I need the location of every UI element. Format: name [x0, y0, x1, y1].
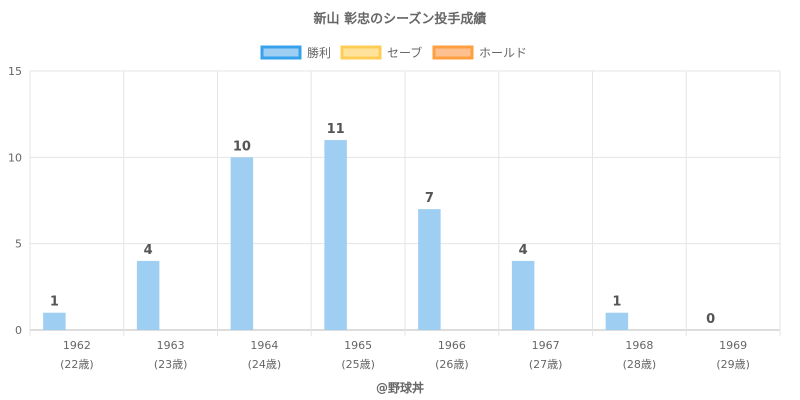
chart-title: 新山 彰忠のシーズン投手成績	[314, 11, 487, 27]
bar	[43, 312, 66, 330]
legend[interactable]: 勝利 セーブ ホールド	[260, 45, 527, 60]
data-label: 10	[233, 139, 251, 154]
x-tick-label: 1963	[157, 339, 185, 352]
x-axis: 1962 (22歳) 1963 (23歳) 1964 (24歳) 1965 (25歳) 1966…	[60, 339, 750, 371]
x-tick-age-label: (28歳)	[623, 358, 657, 371]
grid	[29, 70, 781, 336]
data-label: 4	[144, 243, 153, 258]
x-tick-age-label: (26歳)	[435, 358, 469, 371]
y-tick-label: 10	[8, 151, 22, 164]
x-tick-label: 1966	[438, 339, 466, 352]
y-axis: 0 5 10 15	[8, 65, 22, 337]
credit: @野球丼	[376, 380, 424, 395]
y-tick-label: 5	[15, 238, 22, 251]
x-tick-label: 1965	[344, 339, 372, 352]
x-tick-age-label: (29歳)	[716, 358, 750, 371]
data-label: 1	[50, 295, 59, 310]
x-tick-label: 1968	[625, 339, 653, 352]
x-tick-age-label: (22歳)	[60, 358, 94, 371]
data-label: 4	[519, 243, 528, 258]
x-tick-age-label: (24歳)	[248, 358, 282, 371]
x-tick-age-label: (23歳)	[154, 358, 188, 371]
bar	[511, 260, 535, 330]
bar	[324, 140, 347, 330]
y-tick-label: 15	[8, 65, 22, 78]
bar	[230, 157, 254, 330]
legend-label[interactable]: ホールド	[479, 46, 527, 60]
legend-label[interactable]: セーブ	[387, 45, 422, 60]
y-tick-label: 0	[15, 324, 22, 337]
bar	[136, 260, 160, 330]
legend-swatch[interactable]	[340, 45, 382, 60]
x-tick-age-label: (27歳)	[529, 358, 563, 371]
data-label: 0	[706, 312, 715, 327]
legend-label[interactable]: 勝利	[307, 45, 331, 60]
legend-swatch[interactable]	[260, 45, 302, 60]
data-label: 1	[612, 295, 621, 310]
bar	[418, 209, 441, 330]
bar	[605, 312, 629, 330]
x-tick-age-label: (25歳)	[341, 358, 375, 371]
data-label: 11	[327, 122, 345, 137]
x-tick-label: 1969	[719, 339, 747, 352]
bars	[43, 140, 629, 330]
x-tick-label: 1967	[532, 339, 560, 352]
x-tick-label: 1962	[63, 339, 91, 352]
legend-swatch[interactable]	[432, 45, 474, 60]
x-tick-label: 1964	[250, 339, 278, 352]
data-label: 7	[425, 191, 434, 206]
